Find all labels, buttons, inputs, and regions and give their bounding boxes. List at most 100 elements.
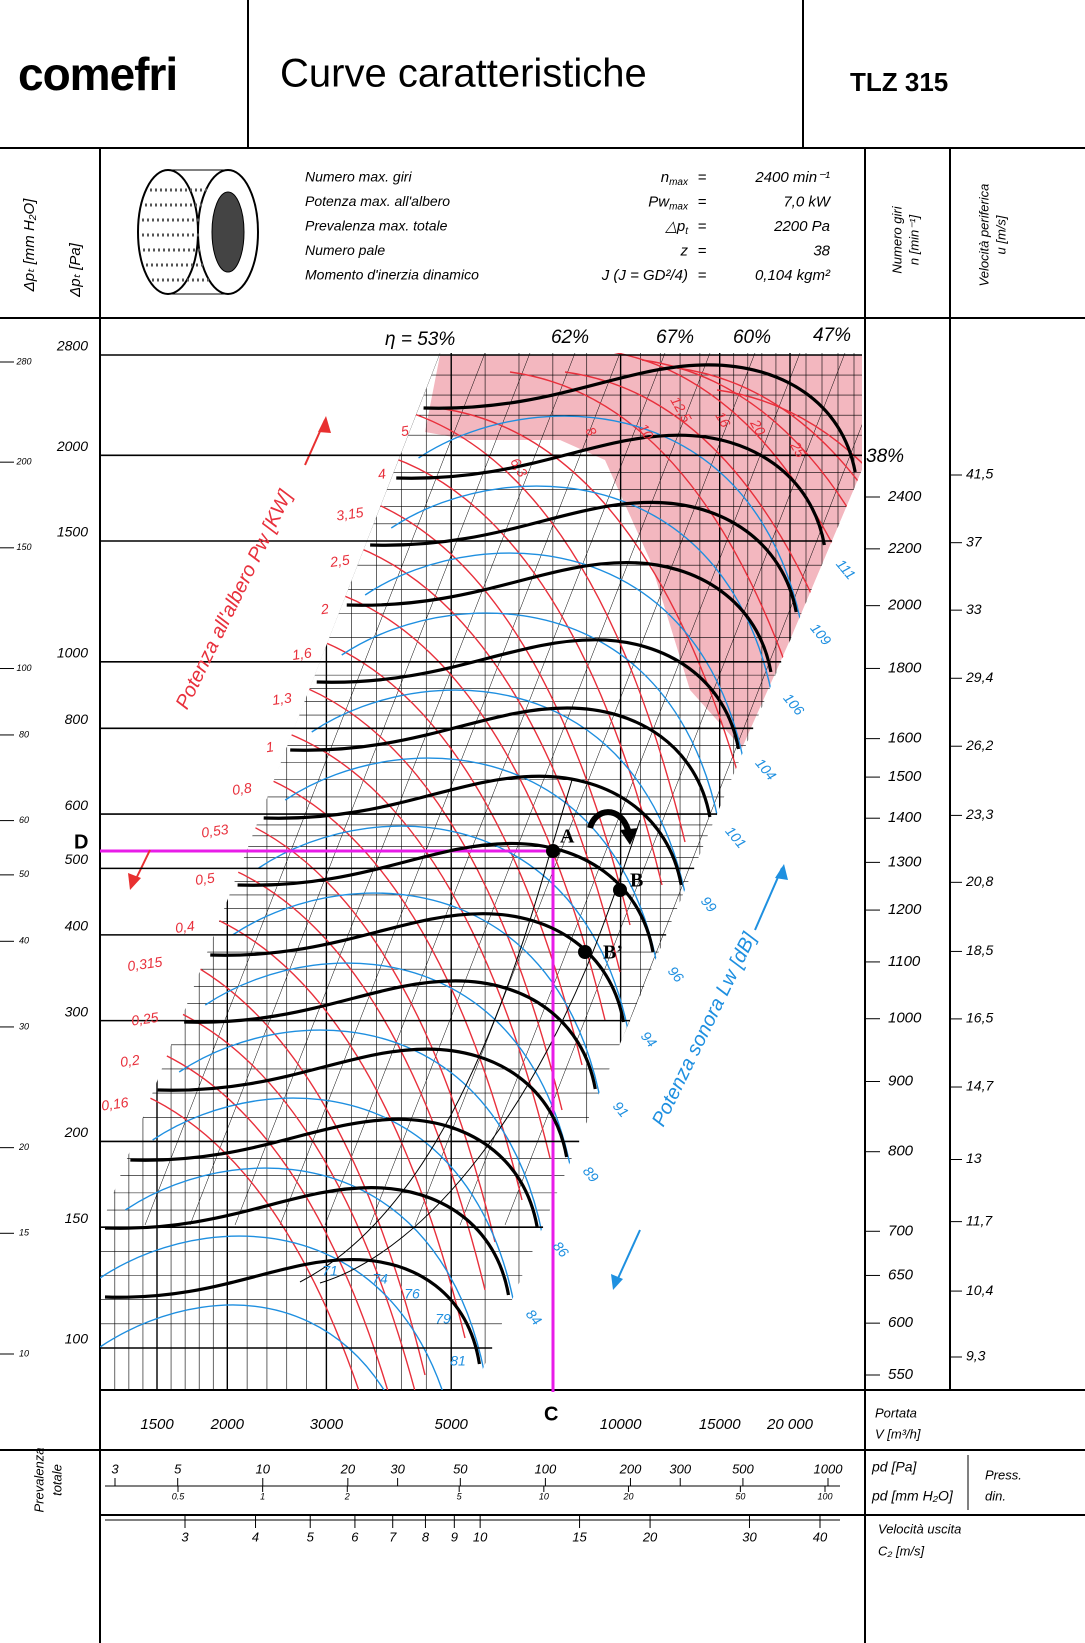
y-tick-label: 150 — [65, 1210, 89, 1226]
symbol: J (J = GD²/4) — [601, 267, 688, 284]
axis-title: Velocità periferica — [976, 184, 991, 287]
speed-tick-label: 1600 — [888, 730, 922, 747]
y-tick-label: 300 — [65, 1003, 89, 1019]
y-tick-label: 280 — [15, 356, 31, 366]
x-tick-label: 10000 — [600, 1416, 642, 1433]
axis-title: n [min⁻¹] — [906, 215, 921, 266]
speed-tick-label: 1400 — [888, 809, 922, 826]
velocity-tick-label: 20,8 — [965, 873, 993, 889]
axis-title: Δpₜ [Pa] — [67, 242, 84, 298]
y-tick-label: 600 — [65, 797, 89, 813]
axis-title: Numero giri — [889, 205, 904, 273]
model: TLZ 315 — [850, 67, 948, 97]
sound-label: 71 — [322, 1263, 338, 1279]
point-label: A — [560, 826, 575, 848]
pd-tick-label: 30 — [390, 1461, 405, 1476]
speed-tick-label: 1800 — [888, 659, 922, 676]
symbol: z — [680, 242, 689, 259]
efficiency-label: 47% — [813, 325, 851, 346]
speed-tick-label: 1500 — [888, 768, 922, 785]
speed-tick-label: 1100 — [888, 953, 921, 970]
symbol-sub: max — [669, 201, 689, 212]
pd-tick-label: 200 — [619, 1461, 642, 1476]
efficiency-label: 67% — [656, 327, 694, 348]
velocity-tick-label: 13 — [966, 1150, 982, 1166]
speed-tick-label: 600 — [888, 1314, 914, 1331]
spec-symbol: J (J = GD²/4) — [601, 267, 688, 284]
spec-label: Numero max. giri — [305, 169, 412, 185]
c2-tick-label: 6 — [351, 1529, 359, 1544]
pd-mm-tick-label: 0.5 — [172, 1491, 186, 1501]
c2-tick-label: 3 — [181, 1529, 189, 1544]
equals: = — [698, 169, 707, 186]
axis-title: V [m³/h] — [875, 1426, 921, 1441]
speed-tick-label: 700 — [888, 1222, 914, 1239]
speed-tick-label: 650 — [888, 1266, 914, 1283]
c2-tick-label: 9 — [451, 1529, 458, 1544]
y-tick-label: 800 — [65, 711, 89, 727]
speed-tick-label: 1000 — [888, 1010, 922, 1027]
pd-tick-label: 5 — [174, 1461, 182, 1476]
spec-label: Prevalenza max. totale — [305, 218, 448, 234]
axis-title: C₂ [m/s] — [878, 1543, 925, 1558]
axis-title: din. — [985, 1488, 1006, 1503]
axis-title: pd [Pa] — [871, 1459, 917, 1475]
fan-hub — [212, 192, 244, 272]
axis-title: Portata — [875, 1405, 917, 1420]
c2-tick-label: 10 — [473, 1529, 488, 1544]
velocity-tick-label: 37 — [966, 533, 983, 549]
spec-label: Numero pale — [305, 242, 385, 258]
efficiency-label: 60% — [733, 327, 771, 348]
y-tick-label: 150 — [16, 542, 31, 552]
y-tick-label: 30 — [19, 1021, 29, 1031]
velocity-tick-label: 23,3 — [965, 806, 993, 822]
equals: = — [698, 242, 707, 259]
power-label: 0,4 — [174, 917, 196, 936]
axis-title: Δpₜ [mm H₂O] — [21, 198, 38, 293]
y-tick-label: 2800 — [56, 338, 88, 354]
speed-tick-label: 1200 — [888, 901, 922, 918]
y-tick-label: 1000 — [57, 645, 88, 661]
logo: comefri — [18, 48, 177, 100]
axis-title: Velocità uscita — [878, 1521, 961, 1536]
velocity-tick-label: 18,5 — [966, 942, 993, 958]
x-tick-label: 5000 — [435, 1416, 469, 1433]
point-label: B’ — [603, 942, 623, 964]
y-tick-label: 200 — [64, 1124, 89, 1140]
c2-tick-label: 7 — [389, 1529, 397, 1544]
spec-value: 2400 min⁻¹ — [754, 169, 830, 186]
y-tick-label: 400 — [65, 918, 89, 934]
spec-value: 38 — [813, 242, 830, 259]
axis-title: Press. — [985, 1467, 1022, 1482]
spec-label: Potenza max. all'albero — [305, 193, 450, 209]
c2-tick-label: 40 — [813, 1529, 828, 1544]
y-tick-label: 2000 — [56, 438, 88, 454]
speed-tick-label: 800 — [888, 1143, 914, 1160]
pd-tick-label: 500 — [732, 1461, 754, 1476]
y-tick-label: 60 — [19, 815, 29, 825]
spec-value: 2200 Pa — [773, 218, 830, 235]
c2-tick-label: 5 — [307, 1529, 315, 1544]
power-label: 0,2 — [119, 1051, 141, 1070]
equals: = — [698, 218, 707, 235]
velocity-tick-label: 16,5 — [966, 1010, 993, 1026]
pd-tick-label: 20 — [340, 1461, 356, 1476]
speed-tick-label: 900 — [888, 1072, 914, 1089]
x-tick-label: 20 000 — [766, 1416, 814, 1433]
x-tick-label: 15000 — [699, 1416, 741, 1433]
axis-title: totale — [49, 1464, 64, 1496]
velocity-tick-label: 10,4 — [966, 1282, 993, 1298]
velocity-tick-label: 11,7 — [966, 1212, 993, 1228]
sound-label: 74 — [372, 1271, 388, 1287]
x-tick-label: 3000 — [310, 1416, 344, 1433]
pd-tick-label: 10 — [256, 1461, 271, 1476]
pd-tick-label: 3 — [111, 1461, 119, 1476]
symbol: Pw — [648, 193, 670, 210]
pd-mm-tick-label: 2 — [344, 1491, 350, 1501]
x-tick-label: 2000 — [210, 1416, 245, 1433]
power-label: 1,6 — [291, 644, 313, 663]
y-tick-label: 50 — [19, 869, 29, 879]
sound-label: 76 — [404, 1286, 420, 1302]
y-tick-label: 10 — [19, 1348, 29, 1358]
c2-tick-label: 15 — [572, 1529, 587, 1544]
